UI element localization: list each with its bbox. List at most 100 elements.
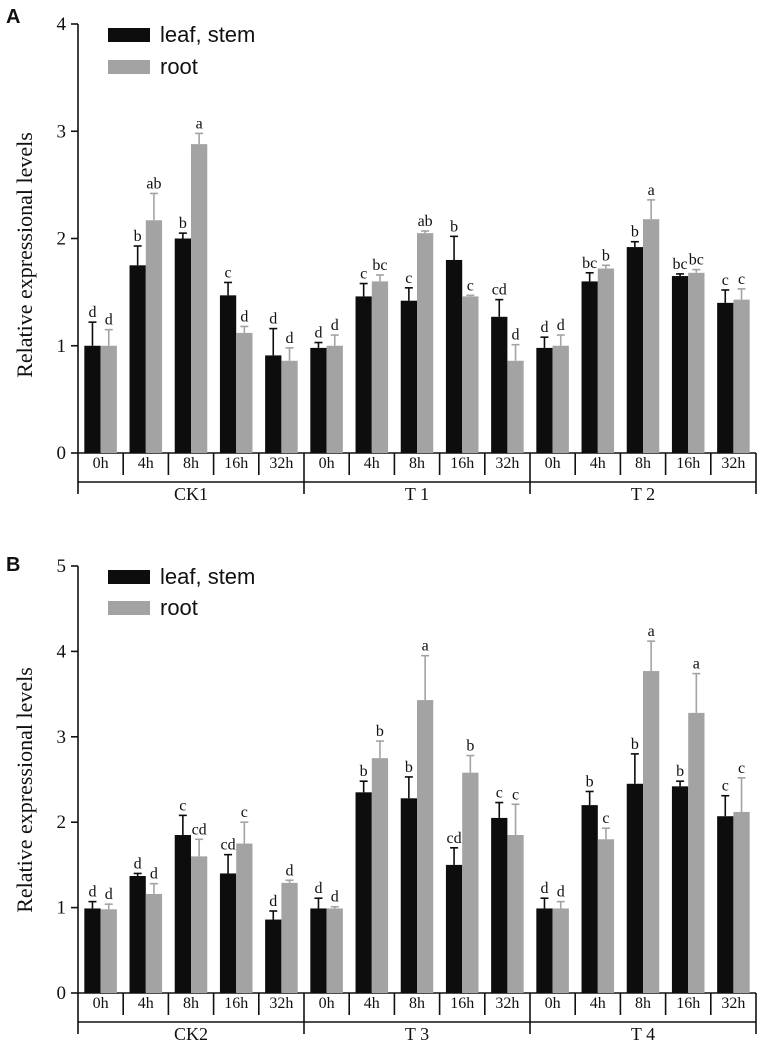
group-label: T 1 bbox=[405, 484, 429, 504]
bar-root bbox=[326, 345, 343, 453]
bar-leaf-stem bbox=[400, 798, 417, 993]
significance-label: c bbox=[467, 277, 474, 294]
significance-label: bc bbox=[372, 257, 387, 274]
bar-root bbox=[552, 345, 569, 453]
bar-root bbox=[100, 345, 117, 453]
significance-label: d bbox=[331, 317, 339, 334]
legend-swatch-root bbox=[108, 601, 150, 615]
y-tick-label: 0 bbox=[57, 983, 67, 1004]
significance-label: cd bbox=[492, 282, 507, 299]
x-tick-label: 32h bbox=[721, 455, 745, 472]
significance-label: a bbox=[648, 182, 655, 199]
significance-label: d bbox=[540, 319, 548, 336]
significance-label: a bbox=[422, 638, 429, 655]
panel-b-legend: leaf, stem root bbox=[108, 564, 255, 620]
bar-root bbox=[688, 712, 705, 993]
bar-root bbox=[597, 839, 615, 993]
significance-label: a bbox=[196, 115, 203, 132]
bar-root bbox=[733, 811, 750, 993]
bar-root bbox=[643, 219, 660, 453]
significance-label: a bbox=[648, 623, 655, 640]
legend-swatch-leaf-stem bbox=[108, 28, 150, 42]
y-tick-label: 5 bbox=[57, 556, 67, 577]
bar-leaf-stem bbox=[626, 247, 643, 453]
significance-label: d bbox=[134, 855, 142, 872]
x-tick-label: 32h bbox=[495, 455, 519, 472]
bar-root bbox=[191, 144, 208, 453]
significance-label: a bbox=[693, 656, 700, 673]
bar-root bbox=[236, 843, 253, 993]
group-label: CK2 bbox=[174, 1024, 208, 1044]
bar-root bbox=[191, 856, 208, 993]
significance-label: b bbox=[179, 215, 187, 232]
bar-root bbox=[507, 835, 524, 993]
bar-root bbox=[688, 272, 705, 453]
group-label: T 2 bbox=[631, 484, 655, 504]
panel-a-legend: leaf, stem root bbox=[108, 22, 255, 79]
significance-label: b bbox=[466, 738, 474, 755]
significance-label: d bbox=[269, 311, 277, 328]
bar-leaf-stem bbox=[671, 276, 689, 453]
x-tick-label: 0h bbox=[93, 455, 109, 472]
significance-label: d bbox=[105, 886, 113, 903]
x-tick-label: 0h bbox=[319, 455, 335, 472]
y-tick-label: 3 bbox=[57, 727, 67, 748]
bar-leaf-stem bbox=[219, 873, 237, 993]
panel-b-ylabel: Relative expressional levels bbox=[12, 667, 37, 913]
bar-root bbox=[417, 700, 434, 993]
y-tick-label: 0 bbox=[57, 443, 67, 464]
bar-leaf-stem bbox=[445, 259, 463, 453]
panel-b-label: B bbox=[6, 554, 20, 576]
bar-leaf-stem bbox=[355, 792, 372, 993]
x-tick-label: 16h bbox=[450, 455, 474, 472]
significance-label: b bbox=[376, 723, 384, 740]
bar-root bbox=[552, 908, 569, 993]
y-tick-label: 4 bbox=[57, 14, 67, 35]
significance-label: cd bbox=[447, 830, 462, 847]
panel-a-ylabel: Relative expressional levels bbox=[12, 132, 37, 378]
significance-label: d bbox=[105, 312, 113, 329]
x-tick-label: 4h bbox=[590, 995, 606, 1012]
significance-label: d bbox=[286, 330, 294, 347]
significance-label: d bbox=[314, 325, 322, 342]
bar-root bbox=[145, 220, 163, 453]
bar-leaf-stem bbox=[355, 296, 372, 453]
significance-label: c bbox=[512, 786, 519, 803]
group-label: CK1 bbox=[174, 484, 208, 504]
x-tick-label: 32h bbox=[721, 995, 745, 1012]
bar-leaf-stem bbox=[310, 347, 327, 453]
y-tick-label: 4 bbox=[57, 641, 67, 662]
bar-leaf-stem bbox=[626, 783, 643, 993]
significance-label: ab bbox=[418, 213, 433, 230]
significance-label: b bbox=[631, 224, 639, 241]
significance-label: b bbox=[602, 247, 610, 264]
bar-leaf-stem bbox=[174, 238, 191, 453]
significance-label: c bbox=[496, 785, 503, 802]
bar-root bbox=[507, 360, 524, 453]
bar-leaf-stem bbox=[445, 864, 463, 993]
bar-leaf-stem bbox=[717, 816, 734, 993]
x-tick-label: 32h bbox=[269, 995, 293, 1012]
x-tick-label: 8h bbox=[183, 995, 199, 1012]
bar-root bbox=[597, 268, 615, 453]
bar-root bbox=[733, 299, 750, 453]
legend-label-leaf-stem: leaf, stem bbox=[160, 22, 255, 47]
x-tick-label: 4h bbox=[138, 995, 154, 1012]
bar-leaf-stem bbox=[265, 355, 282, 453]
y-tick-label: 2 bbox=[57, 229, 67, 250]
bar-root bbox=[281, 882, 298, 993]
bar-root bbox=[371, 281, 389, 453]
bar-root bbox=[281, 360, 298, 453]
x-tick-label: 0h bbox=[93, 995, 109, 1012]
significance-label: d bbox=[557, 884, 565, 901]
bar-leaf-stem bbox=[84, 908, 101, 993]
bar-leaf-stem bbox=[717, 302, 734, 453]
y-tick-label: 1 bbox=[57, 336, 67, 357]
group-label: T 3 bbox=[405, 1024, 429, 1044]
y-tick-label: 1 bbox=[57, 898, 67, 919]
bar-leaf-stem bbox=[174, 835, 191, 993]
bar-leaf-stem bbox=[400, 300, 417, 453]
x-tick-label: 4h bbox=[364, 455, 380, 472]
legend-label-root: root bbox=[160, 595, 198, 620]
